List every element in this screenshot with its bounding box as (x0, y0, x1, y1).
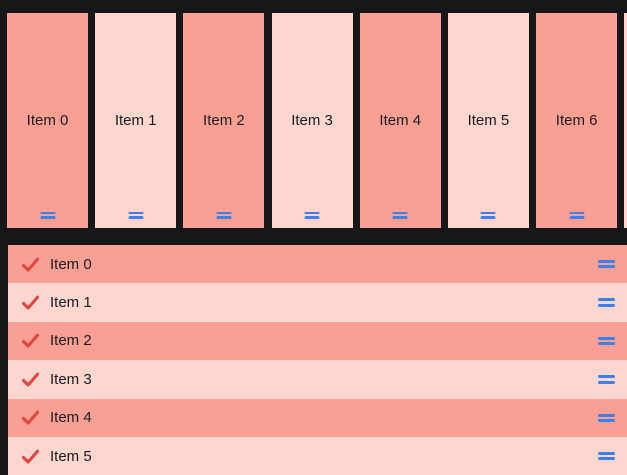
card-label: Item 4 (379, 112, 422, 129)
drag-handle-icon[interactable] (216, 211, 232, 219)
row-label: Item 2 (50, 332, 92, 350)
drag-handle-icon[interactable] (304, 211, 320, 219)
sortable-row[interactable]: Item 1 (8, 283, 627, 322)
card-label: Item 5 (467, 112, 510, 129)
sortable-row[interactable]: Item 2 (8, 321, 627, 361)
sortable-row[interactable]: Item 0 (8, 245, 627, 284)
row-label: Item 1 (50, 294, 92, 312)
drag-handle-icon[interactable] (598, 336, 615, 346)
card-label: Item 2 (203, 112, 245, 129)
drag-handle-icon[interactable] (40, 211, 55, 219)
sortable-card[interactable]: Item 6 (536, 13, 618, 228)
check-icon (21, 295, 40, 310)
drag-handle-icon[interactable] (598, 375, 615, 384)
horizontal-sortable-list: Item 0 Item 1 Item 2 Item 3 Item 4 Item 5 Item… (7, 13, 627, 228)
card-label: Item 3 (291, 112, 333, 129)
drag-handle-icon[interactable] (392, 211, 408, 219)
card-label: Item 1 (114, 112, 157, 129)
sortable-card[interactable]: Item 2 (183, 13, 265, 228)
check-icon (21, 257, 40, 272)
card-label: Item 0 (26, 112, 69, 129)
check-icon (21, 334, 40, 349)
drag-handle-icon[interactable] (480, 211, 496, 219)
row-label: Item 5 (50, 447, 92, 465)
sortable-card[interactable]: Item 1 (95, 13, 177, 228)
drag-handle-icon[interactable] (598, 451, 615, 461)
row-label: Item 0 (50, 255, 92, 273)
card-label: Item 6 (555, 112, 598, 129)
row-label: Item 3 (50, 370, 92, 388)
sortable-row[interactable]: Item 4 (8, 398, 627, 437)
sortable-card[interactable]: Item 4 (359, 13, 441, 228)
sortable-card[interactable]: Item 7 (624, 13, 627, 228)
drag-handle-icon[interactable] (569, 211, 585, 219)
drag-handle-icon[interactable] (598, 298, 615, 307)
sortable-row[interactable]: Item 5 (8, 436, 627, 475)
row-label: Item 4 (50, 409, 92, 427)
sortable-card[interactable]: Item 3 (271, 13, 353, 228)
check-icon (21, 372, 40, 387)
check-icon (21, 410, 40, 425)
sortable-card[interactable]: Item 0 (7, 13, 88, 228)
sortable-card[interactable]: Item 5 (447, 13, 529, 228)
check-icon (21, 449, 40, 464)
sortable-row[interactable]: Item 3 (8, 360, 627, 399)
drag-handle-icon[interactable] (128, 211, 144, 219)
vertical-sortable-list: Item 0 Item 1 Item 2 Item 3 Item 4 Item 5 (8, 245, 627, 475)
drag-handle-icon[interactable] (598, 413, 615, 422)
drag-handle-icon[interactable] (598, 260, 615, 269)
